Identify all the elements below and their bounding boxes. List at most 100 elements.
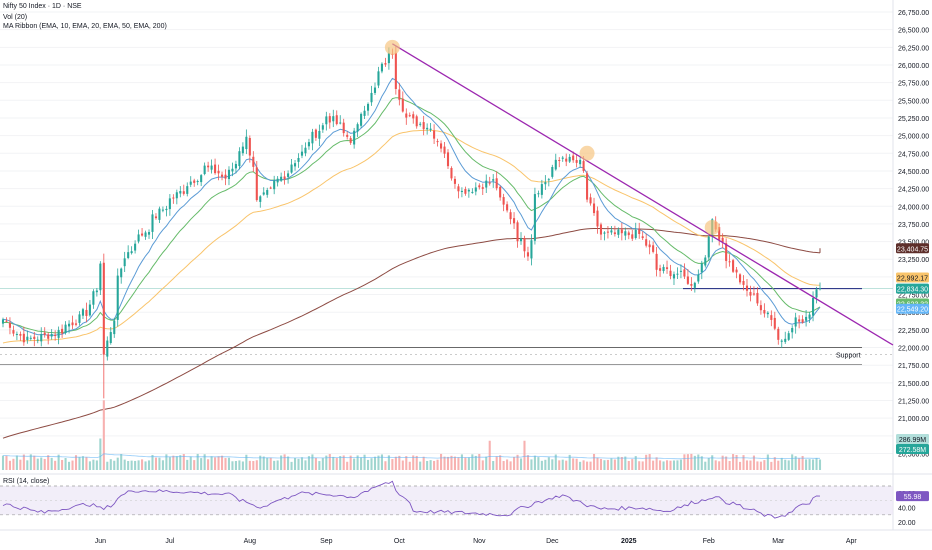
candle-body — [5, 320, 8, 322]
volume-bar — [540, 460, 543, 470]
volume-bar — [558, 460, 561, 470]
candle-body — [453, 178, 457, 184]
candle-body — [8, 322, 11, 328]
volume-bar — [457, 457, 460, 470]
volume-bar — [276, 460, 279, 470]
volume-bar — [123, 459, 126, 470]
volume-bar — [429, 460, 432, 470]
candle-body — [492, 179, 495, 181]
price-axis-label: 24,000.00 — [898, 204, 929, 211]
volume-bar — [57, 454, 60, 470]
volume-bar — [565, 460, 568, 470]
volume-bar — [290, 461, 293, 470]
candle-body — [617, 229, 620, 235]
volume-bar — [360, 457, 363, 470]
volume-bar — [655, 457, 658, 470]
volume-bar — [812, 459, 815, 470]
volume-bar — [109, 459, 112, 470]
volume-bar — [196, 453, 199, 470]
candle-body — [290, 164, 293, 173]
candle-body — [203, 165, 206, 175]
volume-bar — [373, 456, 377, 470]
symbol-title[interactable]: Nifty 50 Index · 1D · NSE — [3, 3, 82, 10]
volume-bar — [728, 461, 731, 470]
volume-bar — [283, 454, 286, 470]
candle-body — [721, 237, 724, 242]
volume-bar — [346, 461, 349, 470]
candle-body — [74, 323, 78, 325]
candle-body — [88, 304, 91, 316]
ema-50-line — [2, 129, 821, 344]
rsi-legend[interactable]: RSI (14, close) — [3, 478, 50, 485]
volume-bar — [158, 457, 161, 470]
last-price-badge-bg — [896, 283, 929, 294]
candle-body — [116, 275, 119, 320]
candle-body — [481, 187, 484, 189]
volume-bar — [561, 459, 564, 470]
candle-body — [234, 164, 237, 169]
candle-body — [85, 309, 88, 316]
candle-body — [61, 328, 64, 334]
volume-bar — [398, 455, 401, 470]
volume-bar — [207, 459, 210, 470]
candle-body — [231, 168, 234, 172]
volume-bar — [22, 454, 25, 470]
volume-bar — [721, 455, 724, 470]
candle-body — [12, 330, 15, 334]
volume-bar — [756, 461, 759, 470]
candle-body — [805, 316, 808, 321]
volume-bar — [652, 460, 655, 470]
price-axis-label: 20,500.00 — [898, 452, 929, 459]
volume-bar — [314, 457, 317, 470]
volume-bar — [738, 461, 742, 470]
candle-body — [589, 197, 592, 204]
rsi-axis-label: 20.00 — [898, 520, 916, 527]
candle-body — [106, 340, 109, 357]
candle-body — [554, 159, 557, 170]
candle-body — [71, 322, 74, 326]
candle-body — [366, 103, 370, 111]
ema50-value-badge: 22,992.17 — [897, 275, 928, 282]
candle-body — [266, 190, 269, 195]
candle-body — [99, 263, 102, 291]
candle-body — [791, 328, 794, 333]
candle-body — [269, 187, 272, 189]
candle-body — [697, 274, 700, 282]
volume-bar — [481, 460, 484, 470]
volume-bar — [40, 457, 43, 470]
volume-bar — [662, 461, 665, 470]
ema10-value-badge: 22,549.20 — [897, 307, 928, 314]
candle-body — [273, 180, 276, 190]
candle-body — [426, 127, 429, 130]
candle-body — [113, 320, 116, 335]
volume-bar — [168, 457, 171, 470]
candle-body — [770, 315, 773, 320]
volume-bar — [606, 459, 609, 470]
candle-body — [217, 170, 220, 174]
time-axis-label: Sep — [320, 538, 333, 545]
volume-bar — [408, 461, 411, 470]
volume-bar — [127, 461, 130, 470]
ma-ribbon-legend[interactable]: MA Ribbon (EMA, 10, EMA, 20, EMA, 50, EM… — [3, 23, 167, 30]
candle-body — [419, 123, 422, 125]
volume-bar — [742, 455, 745, 470]
candle-body — [728, 261, 731, 263]
candle-body — [137, 234, 140, 242]
candle-body — [495, 178, 498, 189]
volume-bar — [304, 460, 307, 470]
candle-body — [377, 71, 380, 86]
volume-bar — [220, 455, 224, 470]
volume-bar — [784, 459, 787, 470]
candle-body — [165, 208, 168, 211]
volume-legend[interactable]: Vol (20) — [3, 14, 28, 21]
candle-body — [33, 336, 36, 340]
volume-bar — [141, 459, 144, 470]
candle-body — [433, 130, 436, 139]
volume-bar — [12, 458, 15, 470]
volume-bar — [659, 460, 662, 470]
volume-bar — [766, 454, 769, 470]
candle-body — [745, 285, 749, 291]
volume-bar — [68, 461, 71, 470]
volume-bar — [342, 455, 345, 470]
